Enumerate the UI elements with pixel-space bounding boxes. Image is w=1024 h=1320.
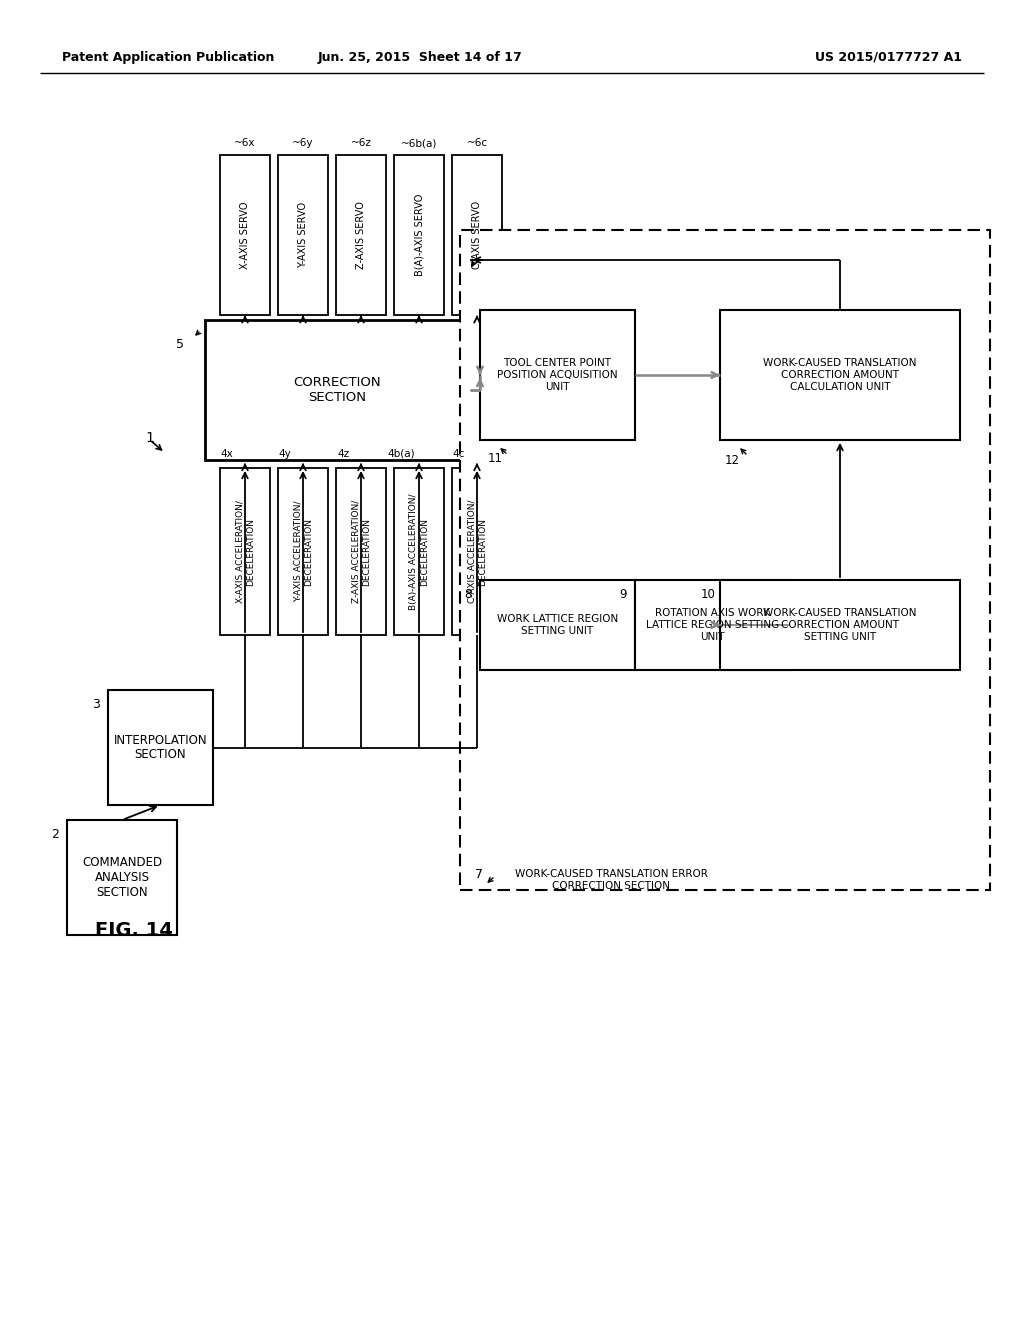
Text: Z-AXIS SERVO: Z-AXIS SERVO bbox=[356, 201, 366, 269]
Text: X-AXIS ACCELERATION/
DECELERATION: X-AXIS ACCELERATION/ DECELERATION bbox=[236, 500, 255, 603]
Text: 7: 7 bbox=[475, 869, 483, 882]
Bar bbox=[278, 154, 328, 315]
Bar bbox=[278, 469, 328, 635]
Bar bbox=[394, 154, 444, 315]
Bar bbox=[720, 579, 961, 671]
Text: 3: 3 bbox=[92, 697, 100, 710]
Text: WORK-CAUSED TRANSLATION
CORRECTION AMOUNT
SETTING UNIT: WORK-CAUSED TRANSLATION CORRECTION AMOUN… bbox=[763, 609, 916, 642]
Bar bbox=[205, 319, 470, 459]
Bar bbox=[460, 230, 990, 890]
Text: INTERPOLATION
SECTION: INTERPOLATION SECTION bbox=[114, 734, 207, 762]
Text: 10: 10 bbox=[700, 587, 716, 601]
Text: 2: 2 bbox=[51, 828, 59, 841]
Text: Jun. 25, 2015  Sheet 14 of 17: Jun. 25, 2015 Sheet 14 of 17 bbox=[317, 50, 522, 63]
Text: WORK-CAUSED TRANSLATION
CORRECTION AMOUNT
CALCULATION UNIT: WORK-CAUSED TRANSLATION CORRECTION AMOUN… bbox=[763, 359, 916, 392]
Bar bbox=[220, 154, 270, 315]
Text: US 2015/0177727 A1: US 2015/0177727 A1 bbox=[815, 50, 962, 63]
Text: Z-AXIS ACCELERATION/
DECELERATION: Z-AXIS ACCELERATION/ DECELERATION bbox=[351, 500, 371, 603]
Bar bbox=[108, 690, 213, 805]
Text: C-AXIS ACCELERATION/
DECELERATION: C-AXIS ACCELERATION/ DECELERATION bbox=[467, 500, 486, 603]
Text: Y-AXIS SERVO: Y-AXIS SERVO bbox=[298, 202, 308, 268]
Text: 4y: 4y bbox=[279, 449, 292, 459]
Bar bbox=[394, 469, 444, 635]
Text: B(A)-AXIS SERVO: B(A)-AXIS SERVO bbox=[414, 194, 424, 276]
Bar bbox=[336, 154, 386, 315]
Text: 12: 12 bbox=[725, 454, 740, 466]
Text: 11: 11 bbox=[488, 451, 503, 465]
Text: 4b(a): 4b(a) bbox=[387, 449, 415, 459]
Text: COMMANDED
ANALYSIS
SECTION: COMMANDED ANALYSIS SECTION bbox=[82, 855, 162, 899]
Text: WORK LATTICE REGION
SETTING UNIT: WORK LATTICE REGION SETTING UNIT bbox=[497, 614, 618, 636]
Bar bbox=[720, 310, 961, 440]
Text: ~6z: ~6z bbox=[350, 139, 372, 148]
Bar bbox=[67, 820, 177, 935]
Text: ~6x: ~6x bbox=[234, 139, 256, 148]
Bar bbox=[220, 469, 270, 635]
Bar bbox=[635, 579, 790, 671]
Text: 4c: 4c bbox=[453, 449, 465, 459]
Text: ROTATION AXIS WORK
LATTICE REGION SETTING
UNIT: ROTATION AXIS WORK LATTICE REGION SETTIN… bbox=[646, 609, 779, 642]
Text: X-AXIS SERVO: X-AXIS SERVO bbox=[240, 201, 250, 269]
Bar bbox=[480, 579, 635, 671]
Text: Y-AXIS ACCELERATION/
DECELERATION: Y-AXIS ACCELERATION/ DECELERATION bbox=[293, 500, 312, 602]
Text: ~6c: ~6c bbox=[467, 139, 487, 148]
Text: WORK-CAUSED TRANSLATION ERROR
CORRECTION SECTION: WORK-CAUSED TRANSLATION ERROR CORRECTION… bbox=[515, 869, 708, 891]
Text: B(A)-AXIS ACCELERATION/
DECELERATION: B(A)-AXIS ACCELERATION/ DECELERATION bbox=[410, 494, 429, 610]
Bar bbox=[480, 310, 635, 440]
Text: ~6y: ~6y bbox=[292, 139, 313, 148]
Text: TOOL CENTER POINT
POSITION ACQUISITION
UNIT: TOOL CENTER POINT POSITION ACQUISITION U… bbox=[498, 359, 617, 392]
Text: FIG. 14: FIG. 14 bbox=[95, 920, 173, 940]
Text: 4x: 4x bbox=[220, 449, 233, 459]
Text: 8: 8 bbox=[464, 587, 472, 601]
Text: Patent Application Publication: Patent Application Publication bbox=[62, 50, 274, 63]
Text: 1: 1 bbox=[145, 432, 155, 445]
Text: CORRECTION
SECTION: CORRECTION SECTION bbox=[294, 376, 381, 404]
Bar bbox=[336, 469, 386, 635]
Text: ~6b(a): ~6b(a) bbox=[400, 139, 437, 148]
Text: 9: 9 bbox=[620, 587, 627, 601]
Text: C-AXIS SERVO: C-AXIS SERVO bbox=[472, 201, 482, 269]
Bar bbox=[452, 469, 502, 635]
Bar bbox=[452, 154, 502, 315]
Text: 4z: 4z bbox=[337, 449, 349, 459]
Text: 5: 5 bbox=[176, 338, 184, 351]
